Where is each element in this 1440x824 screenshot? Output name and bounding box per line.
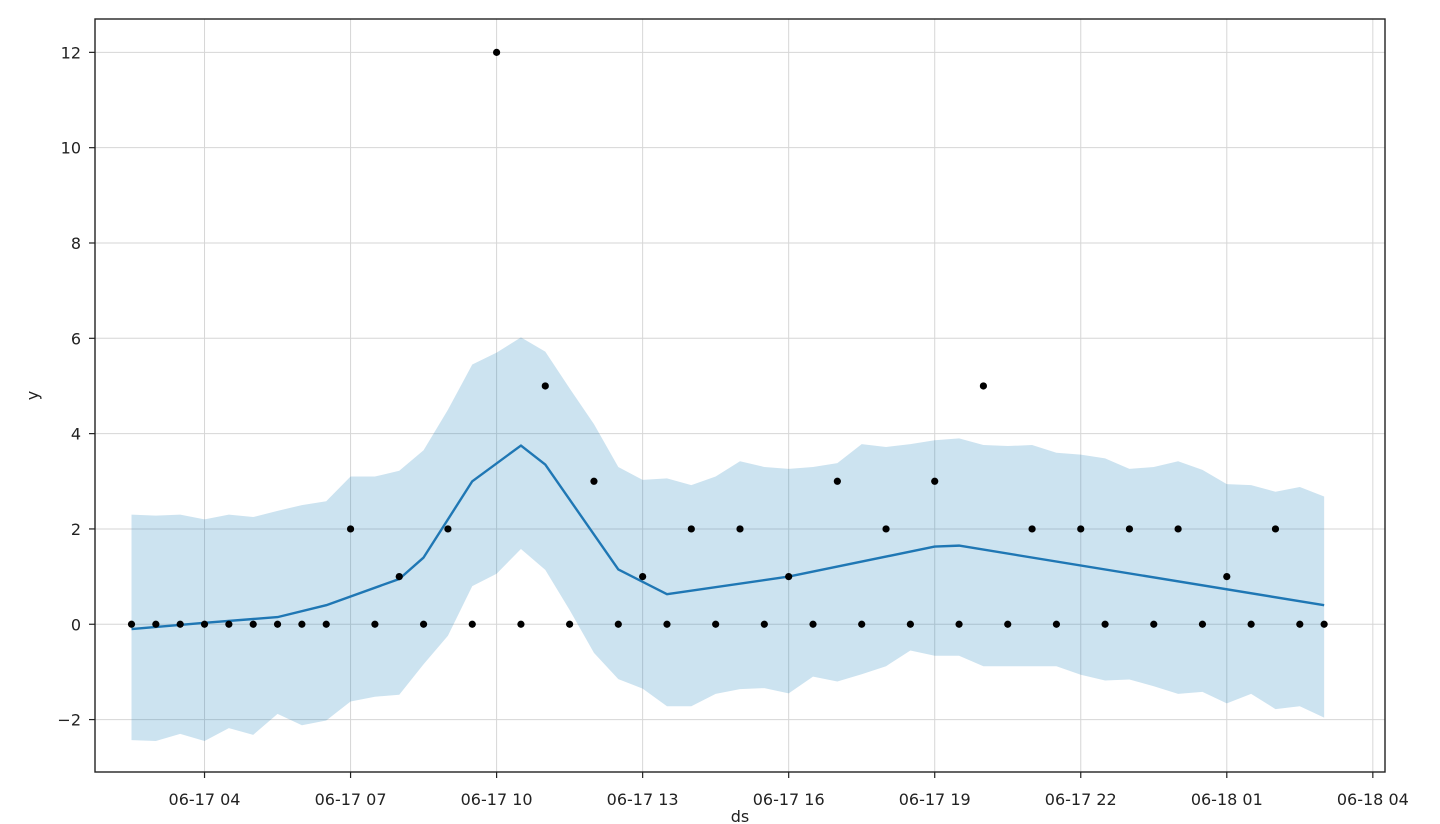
observed-point-3 [200, 620, 209, 628]
observed-point-28 [809, 620, 817, 628]
observed-point-26 [760, 620, 768, 628]
y-axis-label: y [23, 391, 42, 400]
y-tick-label-3: 4 [71, 425, 81, 444]
observed-point-29 [833, 477, 841, 485]
x-tick-label-4: 06-17 16 [753, 790, 825, 809]
observed-point-30 [858, 620, 866, 628]
observed-point-37 [1028, 525, 1036, 533]
observed-point-1 [152, 620, 160, 628]
observed-point-15 [493, 48, 501, 56]
observed-point-11 [395, 573, 403, 581]
observed-point-18 [566, 620, 574, 628]
observed-point-9 [346, 525, 355, 533]
y-tick-label-5: 8 [71, 234, 81, 253]
observed-point-48 [1296, 620, 1304, 628]
observed-points [127, 48, 1328, 628]
observed-point-12 [419, 620, 428, 628]
observed-point-20 [614, 620, 622, 628]
observed-point-22 [663, 620, 671, 628]
observed-point-4 [225, 620, 233, 628]
observed-point-32 [906, 620, 914, 628]
observed-point-16 [517, 620, 525, 628]
observed-point-10 [371, 620, 379, 628]
observed-point-0 [127, 620, 136, 628]
x-tick-label-7: 06-18 01 [1191, 790, 1263, 809]
observed-point-43 [1174, 525, 1182, 533]
observed-point-2 [176, 620, 184, 628]
observed-point-47 [1271, 525, 1280, 533]
x-tick-label-6: 06-17 22 [1045, 790, 1117, 809]
observed-point-6 [273, 620, 282, 628]
observed-point-46 [1247, 620, 1255, 628]
y-tick-label-4: 6 [71, 329, 81, 348]
forecast-line [131, 444, 1325, 631]
observed-point-44 [1198, 620, 1207, 628]
x-axis-label: ds [731, 807, 750, 824]
observed-point-35 [979, 382, 988, 390]
observed-point-25 [736, 525, 744, 533]
observed-point-38 [1052, 620, 1061, 628]
y-tick-label-7: 12 [61, 43, 81, 62]
observed-point-23 [687, 525, 695, 533]
y-tick-label-6: 10 [61, 139, 81, 158]
y-tick-label-1: 0 [71, 615, 81, 634]
x-tick-label-0: 06-17 04 [169, 790, 241, 809]
observed-point-13 [444, 525, 452, 533]
observed-point-33 [931, 477, 939, 485]
observed-point-27 [785, 573, 793, 581]
y-tick-label-0: −2 [57, 711, 81, 730]
observed-point-39 [1077, 525, 1085, 533]
x-tick-label-5: 06-17 19 [899, 790, 971, 809]
observed-point-41 [1125, 525, 1134, 533]
observed-point-36 [1004, 620, 1012, 628]
observed-point-14 [468, 620, 476, 628]
grid-lines [95, 19, 1385, 772]
observed-point-17 [541, 382, 549, 390]
observed-point-49 [1320, 620, 1328, 628]
observed-point-24 [712, 620, 720, 628]
x-tick-label-3: 06-17 13 [607, 790, 679, 809]
y-tick-label-2: 2 [71, 520, 81, 539]
observed-point-5 [249, 620, 257, 628]
x-tick-label-2: 06-17 10 [461, 790, 533, 809]
observed-point-19 [590, 477, 598, 485]
observed-point-31 [882, 525, 890, 533]
x-tick-label-8: 06-18 04 [1337, 790, 1409, 809]
observed-point-45 [1223, 573, 1231, 581]
observed-point-34 [955, 620, 963, 628]
observed-point-8 [322, 620, 330, 628]
axes-frame [94, 18, 1386, 773]
axis-ticks: 06-17 04 06-17 07 06-17 10 06-17 13 06-17 16… [57, 43, 1408, 809]
x-tick-label-1: 06-17 07 [315, 790, 387, 809]
uncertainty-band [131, 337, 1325, 742]
observed-point-40 [1101, 620, 1109, 628]
observed-point-42 [1150, 620, 1158, 628]
observed-point-7 [298, 620, 306, 628]
observed-point-21 [639, 573, 647, 581]
